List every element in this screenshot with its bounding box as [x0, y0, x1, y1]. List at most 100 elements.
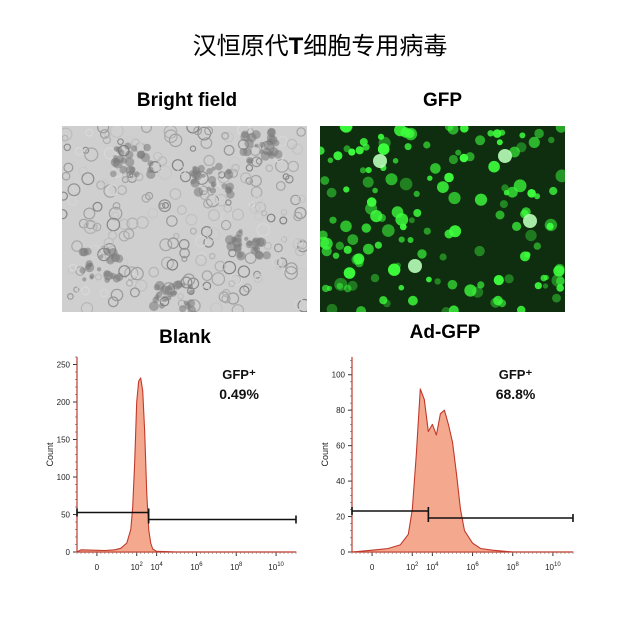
- bf-cell: [63, 143, 72, 152]
- bf-cell: [74, 146, 84, 156]
- bf-cell: [203, 198, 213, 209]
- gfp-cell: [395, 213, 409, 226]
- gfp-cell: [519, 132, 526, 139]
- bf-cell: [197, 126, 212, 141]
- bf-cluster-cell: [143, 143, 151, 152]
- bf-cell: [62, 171, 71, 181]
- gfp-cell: [322, 284, 330, 293]
- bf-cell: [231, 163, 240, 173]
- ad-gfp-histogram: 0 20 40 60 80 100 Count 0 102 104 106 108 1010 GFP⁺ 68…: [320, 357, 574, 572]
- gfp-cell: [527, 189, 536, 198]
- bf-cluster-cell: [246, 240, 253, 247]
- gfp-cell: [434, 278, 441, 285]
- bf-cluster-cell: [115, 273, 124, 281]
- bf-cluster-cell: [268, 135, 278, 145]
- y-tick-label: 100: [332, 371, 346, 380]
- bf-cluster-cell: [262, 147, 271, 156]
- bf-cell: [169, 188, 182, 200]
- bf-cell: [193, 126, 203, 136]
- bf-cluster-cell: [259, 141, 266, 148]
- bf-cluster-cell: [85, 264, 91, 270]
- gfp-cell: [447, 126, 459, 135]
- gfp-cell: [366, 197, 377, 207]
- bf-cell: [222, 260, 237, 275]
- bf-cell: [245, 164, 254, 172]
- x-tick-label: 102: [406, 562, 419, 572]
- bf-cell: [275, 235, 284, 244]
- bf-cluster-cell: [125, 165, 136, 175]
- bf-cell: [285, 174, 294, 184]
- figure-title: 汉恒原代T细胞专用病毒: [0, 26, 640, 61]
- bf-cluster-cell: [256, 237, 267, 247]
- bf-cell: [108, 206, 123, 221]
- gfp-cell: [398, 284, 405, 291]
- bf-cluster-cell: [253, 245, 261, 253]
- bf-cell: [260, 209, 268, 217]
- gfp-image: [320, 126, 565, 312]
- bf-cluster-cell: [237, 251, 244, 259]
- bf-cluster-cell: [188, 289, 195, 296]
- bright-field-image: [62, 126, 307, 312]
- bf-cell: [292, 238, 305, 250]
- gfp-cell: [423, 141, 431, 149]
- bf-cluster-cell: [262, 251, 271, 260]
- gfp-cell: [326, 303, 338, 312]
- bf-cell: [204, 126, 214, 136]
- bf-cluster-cell: [234, 245, 242, 254]
- bf-cell: [202, 281, 212, 291]
- gfp-positive-value: 68.8%: [496, 386, 536, 402]
- bf-cell: [62, 209, 68, 220]
- gfp-cell: [363, 243, 374, 255]
- x-tick-label: 1010: [545, 562, 561, 572]
- gfp-cell: [504, 274, 514, 284]
- y-axis-label: Count: [320, 442, 330, 467]
- bf-cell: [160, 256, 174, 270]
- bf-cell: [62, 127, 73, 141]
- bf-cell: [166, 215, 178, 227]
- gfp-bright-cell: [408, 259, 422, 273]
- gfp-cell: [320, 176, 330, 185]
- gfp-positive-label: GFP⁺: [499, 367, 533, 382]
- bf-cell: [228, 280, 236, 288]
- bf-cell: [102, 135, 112, 145]
- bf-cluster-cell: [209, 187, 216, 194]
- y-tick-label: 200: [57, 398, 71, 407]
- bf-cell: [125, 279, 133, 287]
- gfp-cell: [343, 284, 352, 293]
- bf-cell: [62, 222, 71, 237]
- bf-cell: [97, 126, 110, 134]
- blank-histogram: 0 50 100 150 200 250 Count 0 102 104 106 108 1010 GFP…: [45, 356, 297, 572]
- bf-cluster-cell: [103, 270, 111, 278]
- bf-cell: [221, 294, 231, 304]
- gfp-cell: [447, 279, 458, 290]
- bf-cell: [249, 202, 261, 214]
- bf-cluster-cell: [136, 150, 145, 159]
- gfp-cell: [405, 129, 415, 139]
- bf-cell: [214, 260, 226, 272]
- gfp-cell: [493, 275, 504, 286]
- gfp-cell: [392, 158, 399, 164]
- bf-cell: [99, 129, 110, 139]
- gfp-label: GFP: [422, 90, 463, 111]
- bf-cell: [62, 191, 68, 201]
- gfp-cell: [399, 177, 413, 191]
- bf-cell: [295, 267, 307, 280]
- x-tick-label: 106: [190, 562, 203, 572]
- gfp-cell: [326, 187, 337, 198]
- gfp-cell: [528, 136, 540, 148]
- bf-cell: [297, 194, 306, 204]
- gfp-cell: [499, 200, 508, 209]
- bf-cluster-cell: [226, 168, 232, 175]
- gfp-cell: [525, 229, 537, 242]
- bf-cell: [112, 201, 121, 210]
- gfp-bright-cell: [523, 214, 537, 228]
- gfp-cell: [474, 245, 485, 257]
- gfp-cell: [327, 157, 334, 164]
- bf-cluster-cell: [267, 127, 276, 136]
- bf-cluster-cell: [125, 150, 134, 159]
- y-tick-label: 150: [57, 436, 71, 445]
- figure-title-part-t: T: [288, 33, 304, 60]
- bf-cluster-cell: [159, 302, 165, 309]
- x-tick-label: 108: [230, 562, 243, 572]
- gfp-cell: [343, 145, 351, 153]
